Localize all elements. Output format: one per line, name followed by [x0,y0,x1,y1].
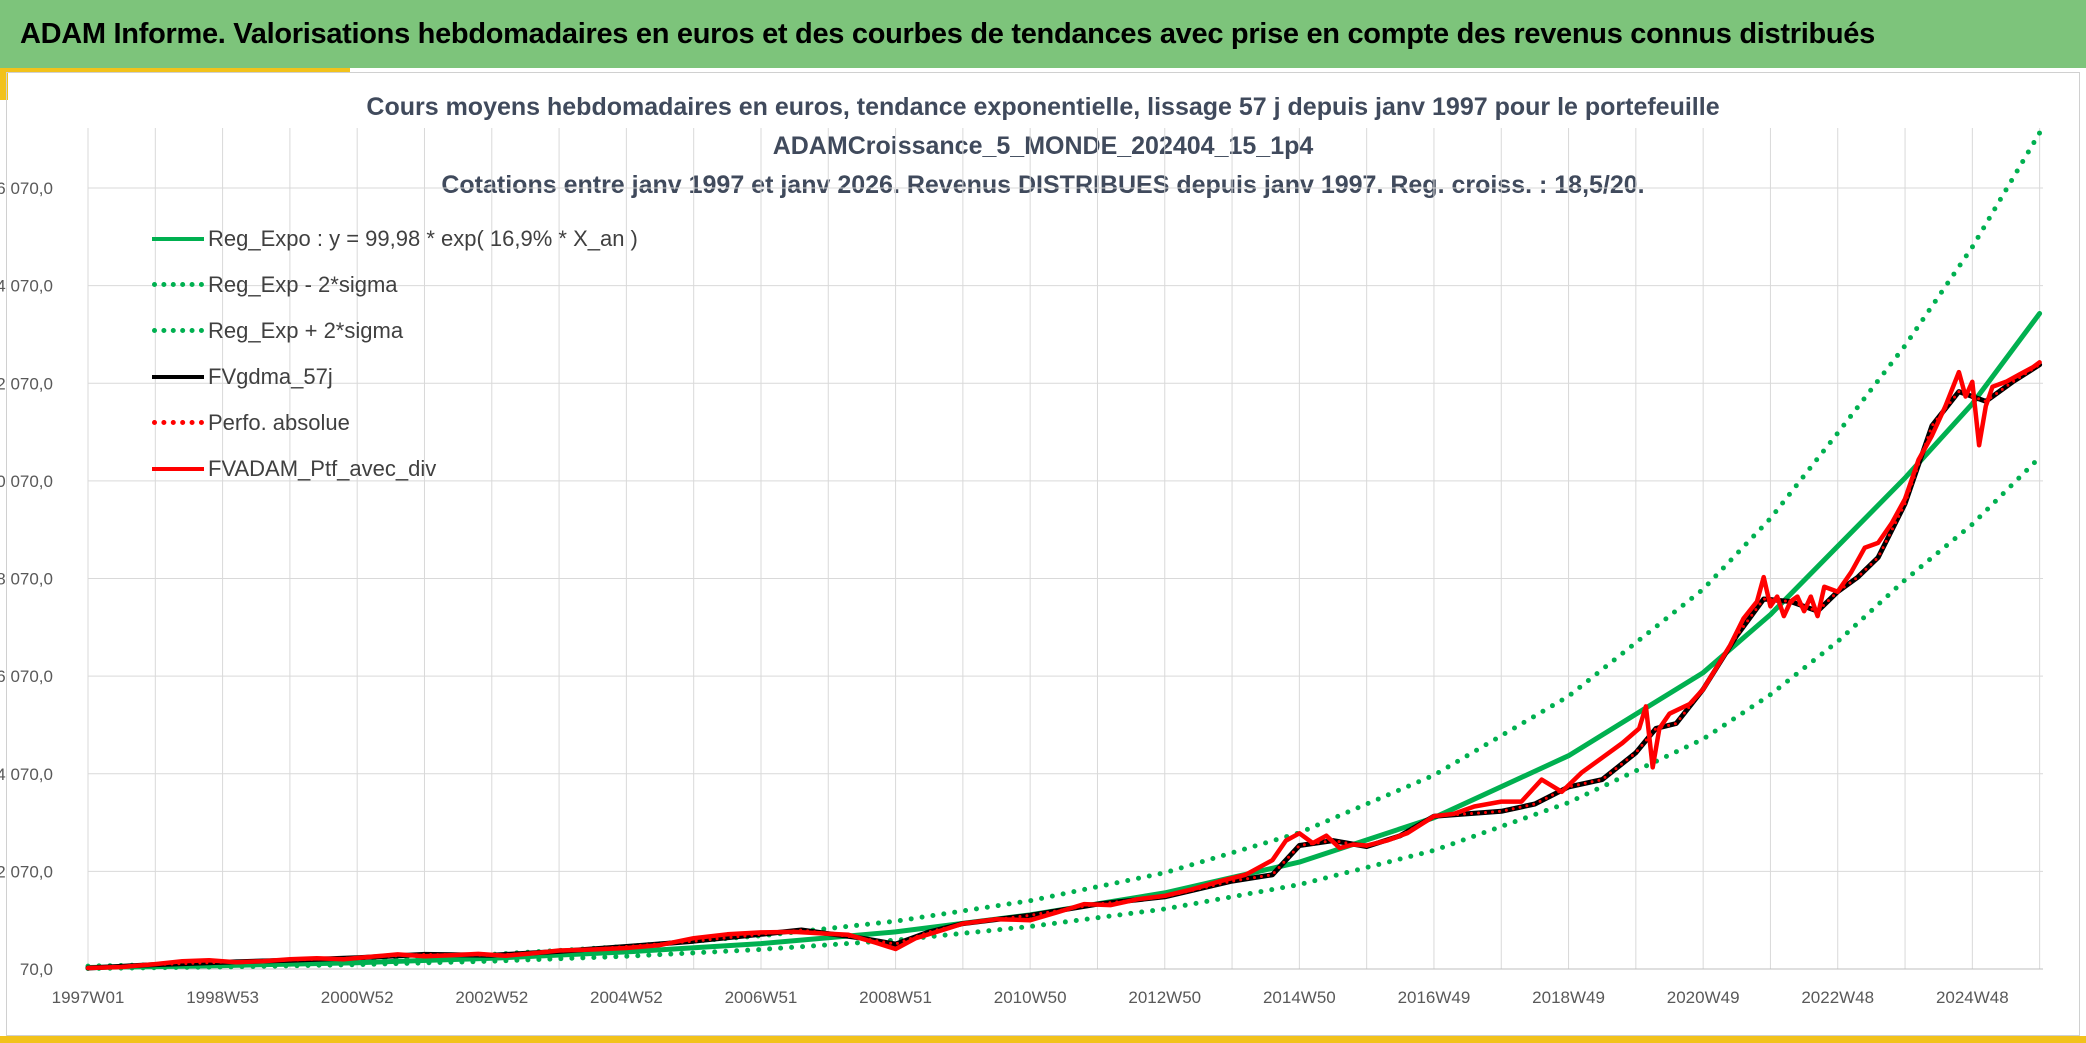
legend-label: Reg_Exp - 2*sigma [208,272,398,297]
legend-item-reg-expo: Reg_Expo : y = 99,98 * exp( 16,9% * X_an… [152,216,638,262]
header-bar: ADAM Informe. Valorisations hebdomadaire… [0,0,2086,68]
x-tick-label: 2016W49 [1398,988,1471,1007]
x-axis-ticks: 1997W01 1998W53 2000W52 2002W52 2004W52 2006W… [52,988,2009,1007]
chart-title: Cours moyens hebdomadaires en euros, ten… [0,88,2086,205]
legend-swatch-reg-exp-minus [152,280,204,290]
series-reg-exp-minus-2sigma [85,455,2043,971]
chart-title-line-1: Cours moyens hebdomadaires en euros, ten… [366,93,1720,121]
x-tick-label: 2012W50 [1128,988,1201,1007]
y-axis-ticks: 70,0 2 070,0 4 070,0 6 070,0 8 070,0 10 070,0… [0,179,53,979]
y-tick-label: 8 070,0 [0,570,53,589]
legend-swatch-ptf [152,464,204,474]
x-tick-label: 2002W52 [455,988,528,1007]
y-tick-label: 12 070,0 [0,374,53,393]
y-tick-label: 6 070,0 [0,667,53,686]
chart-title-line-2: ADAMCroissance_5_MONDE_202404_15_1p4 [772,132,1314,160]
chart-title-line-3: Cotations entre janv 1997 et janv 2026. … [441,171,1645,199]
accent-bar-bottom [0,1036,2086,1043]
legend-label: Reg_Exp + 2*sigma [208,318,404,343]
x-tick-label: 2008W51 [859,988,932,1007]
x-tick-label: 2020W49 [1667,988,1740,1007]
x-tick-label: 1997W01 [52,988,125,1007]
legend-item-reg-exp-plus: Reg_Exp + 2*sigma [152,308,638,354]
legend-label: Reg_Expo : y = 99,98 * exp( 16,9% * X_an… [208,226,638,251]
y-tick-label: 2 070,0 [0,862,53,881]
y-tick-label: 14 070,0 [0,277,53,296]
legend-item-ptf: FVADAM_Ptf_avec_div [152,446,638,492]
gridlines [87,128,2043,970]
series-lines [85,130,2043,971]
legend-label: FVADAM_Ptf_avec_div [208,456,437,481]
x-tick-label: 2014W50 [1263,988,1336,1007]
legend-swatch-reg-expo [152,234,204,244]
legend-item-reg-exp-minus: Reg_Exp - 2*sigma [152,262,638,308]
legend-label: Perfo. absolue [208,410,350,435]
x-tick-label: 2006W51 [725,988,798,1007]
legend-item-fvgdma: FVgdma_57j [152,354,638,400]
x-tick-label: 2010W50 [994,988,1067,1007]
x-tick-label: 1998W53 [186,988,259,1007]
x-tick-label: 2000W52 [321,988,394,1007]
series-reg-exp-plus-2sigma [85,130,2043,969]
y-tick-label: 4 070,0 [0,765,53,784]
legend-swatch-perfo [152,418,204,428]
chart-frame [6,72,2080,1036]
legend-item-perfo: Perfo. absolue [152,400,638,446]
page-title: ADAM Informe. Valorisations hebdomadaire… [20,17,1875,50]
y-tick-label: 16 070,0 [0,179,53,198]
accent-bar-left [0,68,8,100]
x-tick-label: 2024W48 [1936,988,2009,1007]
legend-swatch-fvgdma [152,372,204,382]
legend-swatch-reg-exp-plus [152,326,204,336]
x-tick-label: 2004W52 [590,988,663,1007]
legend-label: FVgdma_57j [208,364,333,389]
x-tick-label: 2018W49 [1532,988,1605,1007]
x-tick-label: 2022W48 [1801,988,1874,1007]
legend: Reg_Expo : y = 99,98 * exp( 16,9% * X_an… [152,216,638,492]
y-tick-label: 70,0 [20,960,53,979]
accent-bar-top [0,68,350,72]
y-tick-label: 10 070,0 [0,472,53,491]
series-fvadam-ptf-avec-div [85,360,2042,971]
